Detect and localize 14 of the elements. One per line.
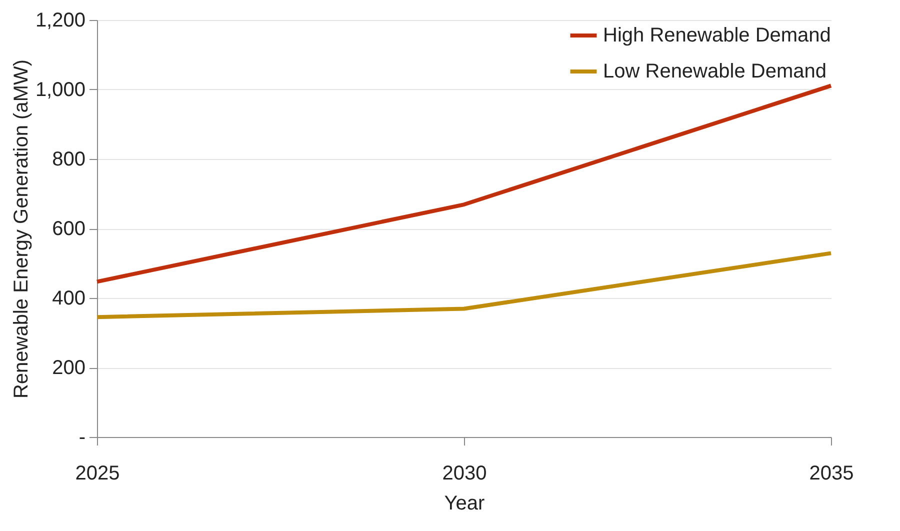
y-tick-label: 1,000 — [35, 79, 86, 101]
y-tick-label: 1,200 — [35, 10, 86, 32]
x-tick-label: 2025 — [75, 462, 120, 484]
y-tick-label: 800 — [52, 148, 86, 170]
y-tick-label: 600 — [52, 218, 86, 240]
y-tick-label: 400 — [52, 288, 86, 310]
legend-label: Low Renewable Demand — [603, 60, 826, 82]
legend-label: High Renewable Demand — [603, 24, 831, 46]
y-tick-label: - — [78, 426, 86, 448]
x-tick-label: 2035 — [809, 462, 854, 484]
x-tick-label: 2030 — [442, 462, 487, 484]
y-tick-label: 200 — [52, 357, 86, 379]
x-axis-title: Year — [444, 492, 486, 514]
y-axis-title: Renewable Energy Generation (aMW) — [10, 59, 32, 399]
